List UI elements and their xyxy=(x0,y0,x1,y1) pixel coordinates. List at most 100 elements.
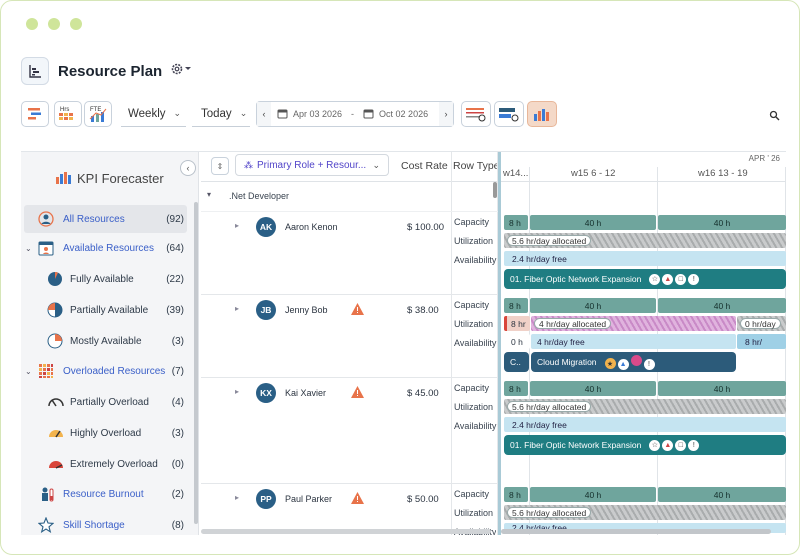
utilization-bar[interactable]: 5.6 hr/day allocated xyxy=(504,505,786,520)
next-range-button[interactable]: › xyxy=(439,102,453,126)
column-header-row-type[interactable]: Row Type xyxy=(453,160,500,172)
fte-chart-button[interactable]: FTE xyxy=(84,101,112,127)
hours-heatmap-button[interactable]: Hrs xyxy=(54,101,82,127)
project-bar[interactable]: Cloud Migration ★ ▲! xyxy=(531,352,736,372)
expand-row-icon[interactable]: ▸ xyxy=(235,304,240,313)
utilization-bar[interactable]: 5.6 hr/day allocated xyxy=(504,233,786,248)
availability-bar[interactable]: 2.4 hr/day free xyxy=(504,251,786,266)
warning-icon[interactable] xyxy=(351,491,364,509)
resource-name[interactable]: Jenny Bob xyxy=(285,305,328,315)
utilization-label: 5.6 hr/day allocated xyxy=(507,235,592,246)
capacity-bar[interactable]: 40 h xyxy=(658,381,786,396)
expand-row-icon[interactable]: ▸ xyxy=(235,387,240,396)
cost-rate: $ 38.00 xyxy=(407,305,439,316)
capacity-bar[interactable]: 40 h xyxy=(658,487,786,502)
expand-row-icon[interactable]: ▸ xyxy=(235,493,240,502)
utilization-bar[interactable]: 4 hr/day allocated xyxy=(531,316,736,331)
sidebar-item-resource-burnout[interactable]: Resource Burnout (2) xyxy=(24,480,187,508)
availability-bar[interactable]: 2.4 hr/day free xyxy=(504,417,786,432)
resource-name[interactable]: Aaron Kenon xyxy=(285,222,338,232)
avatar: PP xyxy=(256,489,276,509)
expand-row-icon[interactable]: ▸ xyxy=(235,221,240,230)
window-dot-3[interactable] xyxy=(70,18,82,30)
avatar: JB xyxy=(256,300,276,320)
window-controls xyxy=(26,18,82,30)
resource-name[interactable]: Paul Parker xyxy=(285,494,333,504)
today-select[interactable]: Today ⌄ xyxy=(192,101,250,127)
sidebar-item-partially-available[interactable]: Partially Available (39) xyxy=(24,296,187,324)
sidebar-item-overloaded-resources[interactable]: ⌄ Overloaded Resources (7) xyxy=(24,357,187,385)
horizontal-scrollbar[interactable] xyxy=(201,529,491,534)
chevron-down-icon[interactable]: ⌄ xyxy=(25,366,32,376)
capacity-bar[interactable]: 40 h xyxy=(658,215,786,230)
utilization-bar-overload[interactable]: 8 hr xyxy=(504,316,530,331)
start-date[interactable]: Apr 03 2026 xyxy=(293,109,343,119)
grid-scrollbar-thumb[interactable] xyxy=(493,182,497,198)
capacity-bar[interactable]: 8 h xyxy=(504,487,528,502)
triangle-icon: ▲ xyxy=(617,358,629,370)
calendar-icon[interactable] xyxy=(363,108,374,121)
cost-rate: $ 45.00 xyxy=(407,388,439,399)
availability-bar[interactable]: 2.4 hr/day free xyxy=(504,523,786,533)
resource-name[interactable]: Kai Xavier xyxy=(285,388,327,398)
capacity-bar[interactable]: 8 h xyxy=(504,298,528,313)
capacity-bar[interactable]: 40 h xyxy=(530,381,656,396)
date-range-picker[interactable]: ‹ Apr 03 2026 - Oct 02 2026 › xyxy=(256,101,454,127)
prev-range-button[interactable]: ‹ xyxy=(257,102,271,126)
sidebar-item-all-resources[interactable]: All Resources (92) xyxy=(24,205,187,233)
project-bar[interactable]: C.. xyxy=(504,352,529,372)
warning-icon[interactable] xyxy=(351,385,364,403)
star-icon: ☆ xyxy=(649,439,661,451)
capacity-bar[interactable]: 40 h xyxy=(530,487,656,502)
column-header-cost-rate[interactable]: Cost Rate xyxy=(401,160,448,172)
timeline-settings-button[interactable] xyxy=(461,101,491,127)
availability-bar[interactable]: 0 h xyxy=(504,334,530,349)
resource-row[interactable]: ▸ JB Jenny Bob $ 38.00 Capacity Utilizat… xyxy=(201,295,498,378)
gear-icon[interactable] xyxy=(170,62,192,81)
project-bar[interactable]: 01. Fiber Optic Network Expansion ☆ ▲ □! xyxy=(504,269,786,289)
capacity-bar[interactable]: 40 h xyxy=(530,298,656,313)
capacity-bar[interactable]: 40 h xyxy=(658,298,786,313)
resource-row[interactable]: ▸ PP Paul Parker $ 50.00 Capacity Utiliz… xyxy=(201,484,498,535)
sidebar-item-skill-shortage[interactable]: Skill Shortage (8) xyxy=(24,511,187,535)
capacity-bar[interactable]: 8 h xyxy=(504,215,528,230)
capacity-bar[interactable]: 8 h xyxy=(504,381,528,396)
availability-bar[interactable]: 8 hr/ xyxy=(737,334,786,349)
chevron-down-icon[interactable]: ▾ xyxy=(207,190,212,199)
group-row[interactable]: ▾ .Net Developer xyxy=(201,182,498,212)
search-icon[interactable] xyxy=(769,108,780,126)
sidebar-item-count: (7) xyxy=(171,365,184,377)
sidebar-item-label: Highly Overload xyxy=(70,427,142,439)
resource-row[interactable]: ▸ AK Aaron Kenon $ 100.00 Capacity Utili… xyxy=(201,212,498,295)
resource-row[interactable]: ▸ KX Kai Xavier $ 45.00 Capacity Utiliza… xyxy=(201,378,498,484)
end-date[interactable]: Oct 02 2026 xyxy=(379,109,429,119)
sidebar-item-fully-available[interactable]: Fully Available (22) xyxy=(24,265,187,293)
group-by-select[interactable]: ⁂ Primary Role + Resour... ⌄ xyxy=(235,154,389,176)
timeline: APR ' 26 w14... w15 6 - 12 w16 13 - 19 8… xyxy=(502,152,786,535)
capacity-bar[interactable]: 40 h xyxy=(530,215,656,230)
window-dot-2[interactable] xyxy=(48,18,60,30)
project-bar[interactable]: 01. Fiber Optic Network Expansion ☆ ▲ □! xyxy=(504,435,786,455)
sidebar-item-extremely-overload[interactable]: Extremely Overload (0) xyxy=(24,450,187,478)
availability-bar[interactable]: 4 hr/day free xyxy=(531,334,736,349)
utilization-bar[interactable]: 5.6 hr/day allocated xyxy=(504,399,786,414)
project-name: 01. Fiber Optic Network Expansion xyxy=(510,274,642,284)
sidebar-scrollbar[interactable] xyxy=(194,202,198,524)
row-settings-button[interactable] xyxy=(494,101,524,127)
utilization-bar[interactable]: 0 hr/day xyxy=(737,316,786,331)
chevron-down-icon[interactable]: ⌄ xyxy=(25,243,32,253)
sidebar-item-highly-overload[interactable]: Highly Overload (3) xyxy=(24,419,187,447)
collapse-sidebar-button[interactable]: ‹ xyxy=(180,160,196,176)
timeline-horizontal-scrollbar[interactable] xyxy=(501,529,771,534)
sidebar-item-available-resources[interactable]: ⌄ Available Resources (64) xyxy=(24,234,187,262)
warning-icon[interactable] xyxy=(351,302,364,320)
pane-splitter[interactable] xyxy=(498,152,501,535)
sidebar-item-partially-overload[interactable]: Partially Overload (4) xyxy=(24,388,187,416)
view-select[interactable]: Weekly ⌄ xyxy=(121,101,186,127)
calendar-icon[interactable] xyxy=(277,108,288,121)
window-dot-1[interactable] xyxy=(26,18,38,30)
kpi-chart-button[interactable] xyxy=(527,101,557,127)
sort-button[interactable]: ⇕ xyxy=(211,157,229,175)
sidebar-item-mostly-available[interactable]: Mostly Available (3) xyxy=(24,327,187,355)
gantt-view-button[interactable] xyxy=(21,101,49,127)
